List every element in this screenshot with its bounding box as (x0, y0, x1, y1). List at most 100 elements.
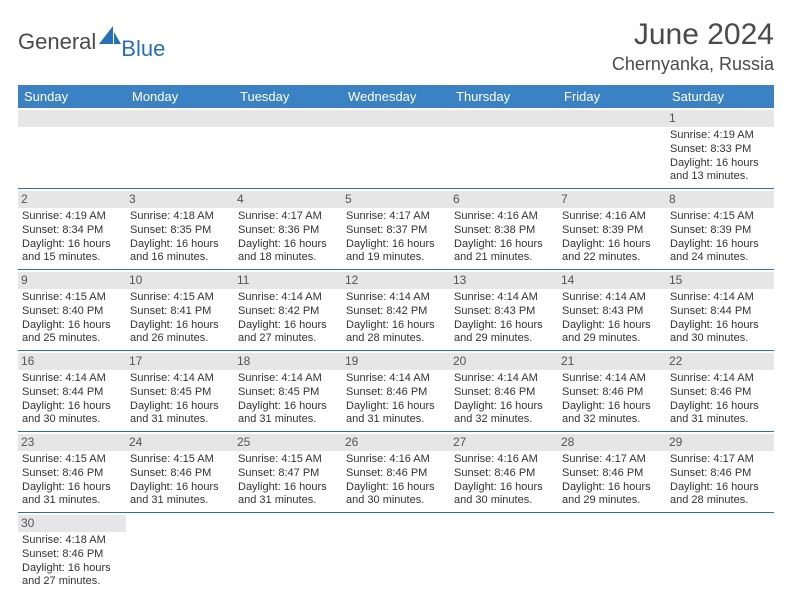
calendar-cell: 3Sunrise: 4:18 AMSunset: 8:35 PMDaylight… (126, 189, 234, 270)
sunrise-text: Sunrise: 4:14 AM (562, 291, 662, 305)
sunrise-text: Sunrise: 4:14 AM (238, 372, 338, 386)
sunrise-text: Sunrise: 4:16 AM (454, 453, 554, 467)
sunset-text: Sunset: 8:45 PM (130, 386, 230, 400)
calendar-cell: 18Sunrise: 4:14 AMSunset: 8:45 PMDayligh… (234, 351, 342, 432)
sunrise-text: Sunrise: 4:15 AM (22, 291, 122, 305)
sunrise-text: Sunrise: 4:14 AM (454, 291, 554, 305)
day-number: 6 (450, 191, 558, 208)
sunrise-text: Sunrise: 4:17 AM (670, 453, 770, 467)
calendar-cell: 16Sunrise: 4:14 AMSunset: 8:44 PMDayligh… (18, 351, 126, 432)
daylight1-text: Daylight: 16 hours (238, 238, 338, 252)
calendar-cell: 7Sunrise: 4:16 AMSunset: 8:39 PMDaylight… (558, 189, 666, 270)
dayname-header: Tuesday (234, 85, 342, 108)
empty-day-strip (558, 110, 666, 127)
day-number: 18 (234, 353, 342, 370)
daylight1-text: Daylight: 16 hours (238, 400, 338, 414)
daylight2-text: and 30 minutes. (670, 332, 770, 346)
sunrise-text: Sunrise: 4:15 AM (670, 210, 770, 224)
sunset-text: Sunset: 8:44 PM (670, 305, 770, 319)
sunset-text: Sunset: 8:35 PM (130, 224, 230, 238)
dayname-header: Friday (558, 85, 666, 108)
daylight2-text: and 31 minutes. (130, 413, 230, 427)
sunrise-text: Sunrise: 4:18 AM (130, 210, 230, 224)
daylight2-text: and 30 minutes. (346, 494, 446, 508)
daylight1-text: Daylight: 16 hours (346, 400, 446, 414)
dayname-header: Monday (126, 85, 234, 108)
daylight1-text: Daylight: 16 hours (670, 400, 770, 414)
calendar-week-row: 2Sunrise: 4:19 AMSunset: 8:34 PMDaylight… (18, 189, 774, 270)
calendar-cell: 12Sunrise: 4:14 AMSunset: 8:42 PMDayligh… (342, 270, 450, 351)
day-number: 4 (234, 191, 342, 208)
daylight2-text: and 25 minutes. (22, 332, 122, 346)
calendar-cell: 20Sunrise: 4:14 AMSunset: 8:46 PMDayligh… (450, 351, 558, 432)
daylight2-text: and 13 minutes. (670, 170, 770, 184)
daylight2-text: and 29 minutes. (562, 332, 662, 346)
daylight1-text: Daylight: 16 hours (130, 319, 230, 333)
daylight1-text: Daylight: 16 hours (22, 238, 122, 252)
sunset-text: Sunset: 8:40 PM (22, 305, 122, 319)
day-number: 24 (126, 434, 234, 451)
day-number: 3 (126, 191, 234, 208)
calendar-cell: 9 Sunrise: 4:15 AMSunset: 8:40 PMDaylight… (18, 270, 126, 351)
sunrise-text: Sunrise: 4:18 AM (22, 534, 122, 548)
empty-day-strip (450, 110, 558, 127)
daylight1-text: Daylight: 16 hours (454, 238, 554, 252)
daylight2-text: and 31 minutes. (670, 413, 770, 427)
daylight1-text: Daylight: 16 hours (562, 400, 662, 414)
sunset-text: Sunset: 8:46 PM (670, 467, 770, 481)
day-number: 27 (450, 434, 558, 451)
calendar-cell (450, 108, 558, 189)
sunrise-text: Sunrise: 4:14 AM (562, 372, 662, 386)
day-number: 28 (558, 434, 666, 451)
calendar-cell: 8Sunrise: 4:15 AMSunset: 8:39 PMDaylight… (666, 189, 774, 270)
daylight2-text: and 26 minutes. (130, 332, 230, 346)
calendar-cell: 6Sunrise: 4:16 AMSunset: 8:38 PMDaylight… (450, 189, 558, 270)
daylight1-text: Daylight: 16 hours (670, 238, 770, 252)
calendar-cell: 21Sunrise: 4:14 AMSunset: 8:46 PMDayligh… (558, 351, 666, 432)
calendar-cell (234, 513, 342, 594)
daylight1-text: Daylight: 16 hours (454, 481, 554, 495)
month-title: June 2024 (612, 18, 774, 52)
location-label: Chernyanka, Russia (612, 54, 774, 75)
daylight1-text: Daylight: 16 hours (346, 319, 446, 333)
sunrise-text: Sunrise: 4:14 AM (670, 372, 770, 386)
calendar-cell (342, 108, 450, 189)
day-number: 13 (450, 272, 558, 289)
calendar-cell (558, 108, 666, 189)
sunset-text: Sunset: 8:46 PM (670, 386, 770, 400)
daylight1-text: Daylight: 16 hours (562, 481, 662, 495)
calendar-cell: 10Sunrise: 4:15 AMSunset: 8:41 PMDayligh… (126, 270, 234, 351)
day-number: 16 (18, 353, 126, 370)
sunset-text: Sunset: 8:38 PM (454, 224, 554, 238)
day-number: 8 (666, 191, 774, 208)
calendar-cell: 19Sunrise: 4:14 AMSunset: 8:46 PMDayligh… (342, 351, 450, 432)
sunset-text: Sunset: 8:46 PM (562, 386, 662, 400)
empty-day-strip (126, 110, 234, 127)
sunrise-text: Sunrise: 4:14 AM (346, 291, 446, 305)
calendar-cell: 14Sunrise: 4:14 AMSunset: 8:43 PMDayligh… (558, 270, 666, 351)
day-number: 2 (18, 191, 126, 208)
dayname-header: Wednesday (342, 85, 450, 108)
daylight2-text: and 31 minutes. (238, 494, 338, 508)
day-number: 11 (234, 272, 342, 289)
daylight2-text: and 19 minutes. (346, 251, 446, 265)
sunset-text: Sunset: 8:43 PM (562, 305, 662, 319)
sail-icon (99, 26, 121, 51)
daylight2-text: and 30 minutes. (454, 494, 554, 508)
daylight1-text: Daylight: 16 hours (454, 400, 554, 414)
sunrise-text: Sunrise: 4:19 AM (670, 129, 770, 143)
calendar-body: 1Sunrise: 4:19 AMSunset: 8:33 PMDaylight… (18, 108, 774, 593)
sunrise-text: Sunrise: 4:19 AM (22, 210, 122, 224)
brand-name-accent: Blue (121, 22, 165, 62)
sunrise-text: Sunrise: 4:14 AM (346, 372, 446, 386)
calendar-cell: 29Sunrise: 4:17 AMSunset: 8:46 PMDayligh… (666, 432, 774, 513)
sunset-text: Sunset: 8:44 PM (22, 386, 122, 400)
daylight1-text: Daylight: 16 hours (22, 319, 122, 333)
sunrise-text: Sunrise: 4:15 AM (238, 453, 338, 467)
calendar-cell: 22Sunrise: 4:14 AMSunset: 8:46 PMDayligh… (666, 351, 774, 432)
calendar-cell (126, 108, 234, 189)
sunset-text: Sunset: 8:43 PM (454, 305, 554, 319)
daylight1-text: Daylight: 16 hours (670, 157, 770, 171)
day-number: 9 (18, 272, 126, 289)
sunrise-text: Sunrise: 4:16 AM (562, 210, 662, 224)
